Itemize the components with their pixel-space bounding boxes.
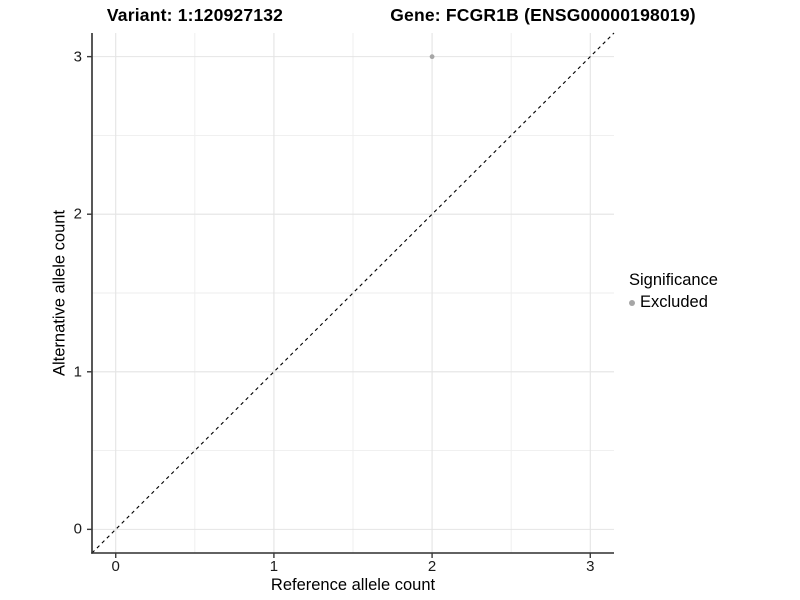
data-point xyxy=(429,54,435,60)
y-axis-title: Alternative allele count xyxy=(50,209,69,377)
legend-title: Significance xyxy=(629,271,718,289)
legend-item-label: Excluded xyxy=(640,293,708,311)
x-tick-label: 3 xyxy=(586,558,595,575)
y-tick-label: 0 xyxy=(73,520,82,538)
y-tick-label: 3 xyxy=(73,48,82,66)
plot-title-gene: Gene: FCGR1B (ENSG00000198019) xyxy=(390,5,696,25)
x-tick-label: 0 xyxy=(111,558,120,575)
legend: Significance Excluded xyxy=(629,271,718,312)
x-tick-label: 2 xyxy=(427,558,437,575)
legend-point-icon xyxy=(629,299,635,306)
x-axis-title: Reference allele count xyxy=(270,576,436,594)
x-tick-label: 1 xyxy=(269,558,279,575)
plot-title-variant: Variant: 1:120927132 xyxy=(106,5,284,25)
legend-item-excluded: Excluded xyxy=(629,293,718,312)
y-tick-label: 2 xyxy=(73,205,82,223)
y-tick-label: 1 xyxy=(73,363,82,381)
